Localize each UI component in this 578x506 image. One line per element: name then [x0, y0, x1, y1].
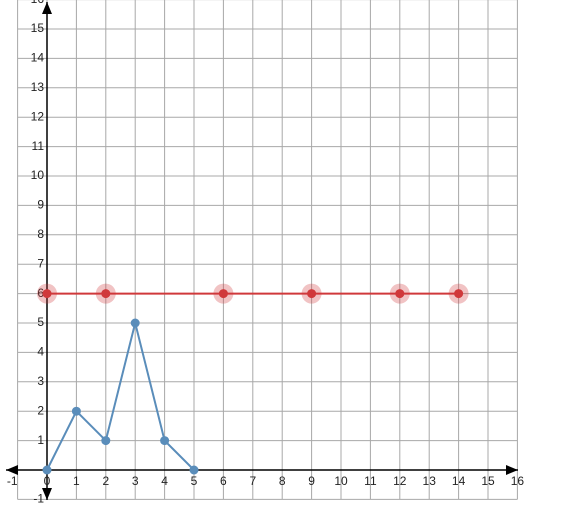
point	[71, 406, 81, 416]
point	[395, 289, 405, 299]
y-tick-label: 7	[37, 256, 44, 270]
x-tick-label: 0	[44, 474, 51, 488]
point	[101, 289, 111, 299]
x-tick-label: 10	[334, 474, 348, 488]
axes	[6, 2, 518, 500]
x-tick-label: 5	[191, 474, 198, 488]
x-tick-label: 14	[452, 474, 466, 488]
y-tick-label: 4	[37, 345, 44, 359]
grid	[17, 0, 518, 500]
marks	[37, 283, 469, 475]
y-tick-label: 12	[31, 109, 45, 123]
point	[101, 436, 111, 446]
y-tick-label: -1	[33, 492, 44, 506]
y-arrow	[42, 2, 52, 14]
point	[42, 465, 52, 475]
x-arrow	[506, 465, 518, 475]
point	[189, 465, 199, 475]
y-tick-label: 8	[37, 227, 44, 241]
y-tick-label: 6	[37, 286, 44, 300]
x-tick-label: 9	[308, 474, 315, 488]
y-tick-label: 1	[37, 433, 44, 447]
x-tick-label: -1	[7, 474, 18, 488]
x-tick-label: 8	[279, 474, 286, 488]
y-tick-label: 5	[37, 315, 44, 329]
point	[454, 289, 464, 299]
y-tick-label: 10	[31, 168, 45, 182]
y-tick-label: 2	[37, 403, 44, 417]
x-tick-label: 11	[364, 474, 377, 488]
series-line	[46, 322, 195, 471]
point	[130, 318, 140, 328]
x-tick-label: 1	[73, 474, 80, 488]
x-tick-label: 6	[220, 474, 227, 488]
x-tick-label: 3	[132, 474, 139, 488]
x-tick-label: 13	[423, 474, 437, 488]
y-tick-label: 16	[31, 0, 45, 6]
y-tick-label: 13	[31, 80, 45, 94]
y-tick-label: 14	[31, 51, 45, 65]
labels: -1 0 1 2 3 4 5 6 7 8 9 10 11 12 13 14 15 16-1123456789101…	[7, 0, 524, 506]
y-tick-label: 11	[32, 139, 45, 153]
x-tick-label: 15	[481, 474, 495, 488]
point	[218, 289, 228, 299]
x-arrow	[6, 465, 18, 475]
x-tick-label: 12	[393, 474, 407, 488]
y-arrow	[42, 488, 52, 500]
x-tick-label: 7	[249, 474, 256, 488]
y-tick-label: 9	[37, 198, 44, 212]
point	[42, 289, 52, 299]
point	[307, 289, 317, 299]
y-tick-label: 3	[37, 374, 44, 388]
x-tick-label: 2	[102, 474, 109, 488]
x-tick-label: 16	[511, 474, 525, 488]
x-tick-label: 4	[161, 474, 168, 488]
y-tick-label: 15	[31, 21, 45, 35]
point	[160, 436, 170, 446]
